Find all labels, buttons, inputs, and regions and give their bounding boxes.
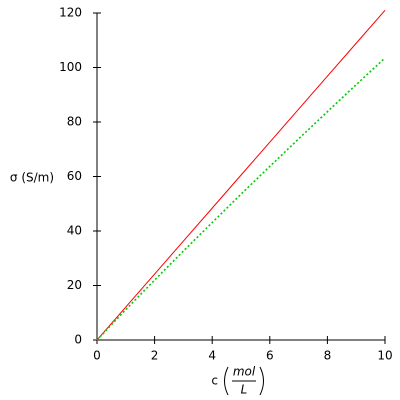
x-tick-label: 0 (93, 349, 101, 363)
x-tick-label: 8 (324, 349, 332, 363)
paren (259, 366, 264, 396)
x-tick-label: 6 (266, 349, 274, 363)
x-axis-label-numerator: mol (233, 365, 256, 379)
y-axis-label: σ (S/m) (10, 171, 54, 185)
y-tick-label: 100 (59, 60, 82, 74)
y-tick-label: 120 (59, 6, 82, 20)
x-tick-label: 4 (208, 349, 216, 363)
y-tick-label: 40 (67, 224, 82, 238)
x-axis-label: c (211, 374, 218, 388)
y-tick-label: 60 (67, 169, 82, 183)
y-tick-label: 80 (67, 115, 82, 129)
series-line (96, 57, 386, 341)
series-line (96, 9, 386, 341)
x-tick-label: 10 (377, 349, 392, 363)
paren (224, 366, 229, 396)
y-tick-label: 20 (67, 278, 82, 292)
x-axis-label-denominator: L (241, 383, 248, 397)
y-tick-label: 0 (74, 333, 82, 347)
x-tick-label: 2 (151, 349, 159, 363)
